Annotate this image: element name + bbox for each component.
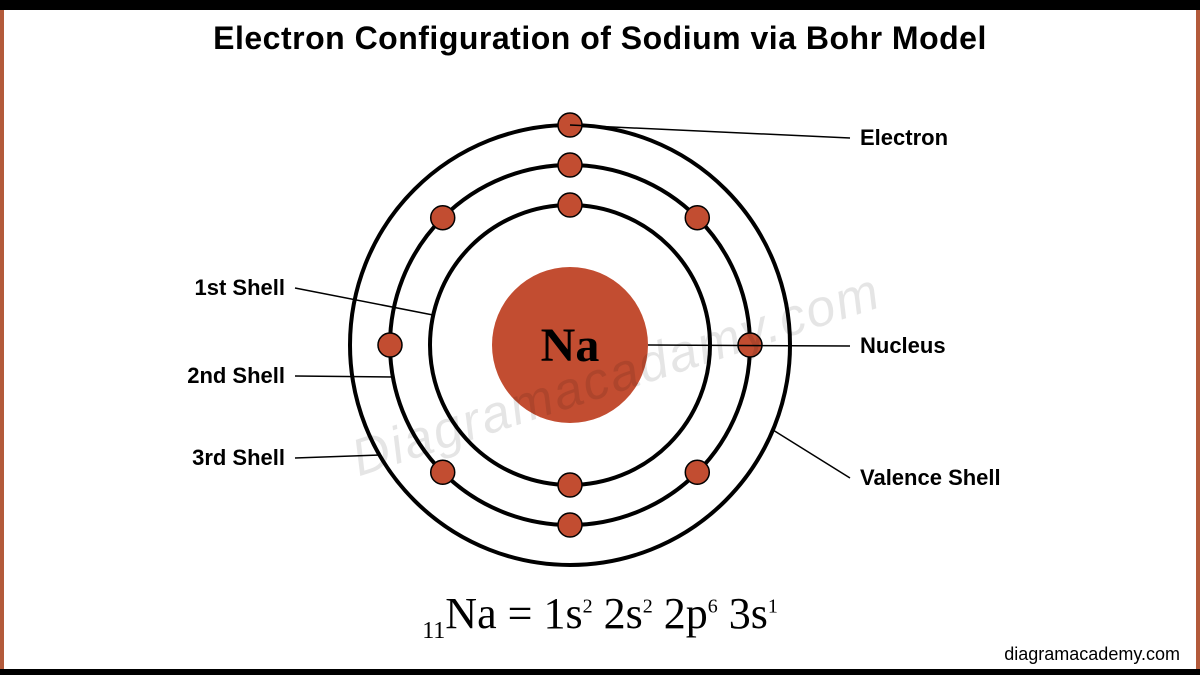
page-title: Electron Configuration of Sodium via Boh… bbox=[0, 20, 1200, 57]
electron-configuration-formula: 11Na = 1s2 2s2 2p6 3s1 bbox=[0, 588, 1200, 645]
attribution-text: diagramacademy.com bbox=[1004, 644, 1180, 665]
svg-text:2nd Shell: 2nd Shell bbox=[187, 363, 285, 388]
bohr-diagram-container: Diagramacadamy.com NaElectronNucleusVale… bbox=[0, 65, 1200, 585]
svg-text:Nucleus: Nucleus bbox=[860, 333, 946, 358]
configuration-terms: 1s2 2s2 2p6 3s1 bbox=[543, 589, 777, 638]
bohr-model-svg: Na Electron Nucleus Valence Shell 1st Shell 2… bbox=[0, 65, 1200, 585]
svg-text:3rd Shell: 3rd Shell bbox=[192, 445, 285, 470]
svg-text:Valence Shell: Valence Shell bbox=[860, 465, 1001, 490]
element-symbol: Na bbox=[445, 589, 496, 638]
svg-text:1st Shell: 1st Shell bbox=[195, 275, 285, 300]
bottom-bar bbox=[0, 669, 1200, 675]
svg-text:Na: Na bbox=[541, 319, 600, 372]
atomic-number: 11 bbox=[422, 618, 445, 644]
top-bar bbox=[0, 0, 1200, 10]
svg-text:Electron: Electron bbox=[860, 125, 948, 150]
